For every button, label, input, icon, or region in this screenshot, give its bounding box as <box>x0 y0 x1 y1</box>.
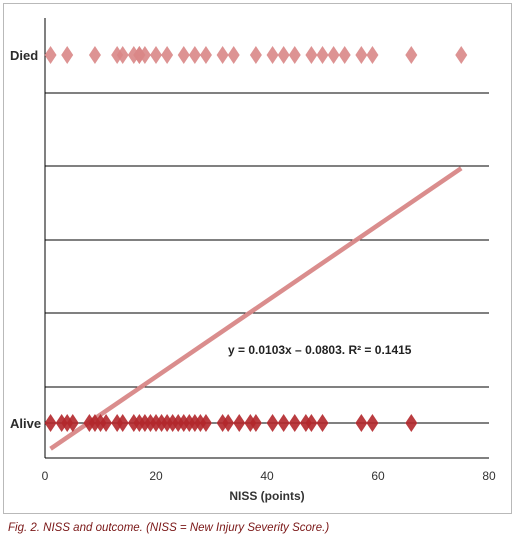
died-point <box>88 46 101 64</box>
alive-point <box>288 414 301 432</box>
figure-caption: Fig. 2. NISS and outcome. (NISS = New In… <box>8 522 330 534</box>
x-tick-label: 40 <box>260 469 274 483</box>
scatter-chart: Died Alive 0 20 40 60 80 NISS (points) y = 0.010… <box>10 18 496 503</box>
x-tick-label: 60 <box>371 469 385 483</box>
died-point <box>61 46 74 64</box>
alive-point <box>277 414 290 432</box>
died-point <box>455 46 468 64</box>
x-axis-title: NISS (points) <box>229 489 304 503</box>
died-point <box>199 46 212 64</box>
died-point <box>216 46 229 64</box>
alive-point <box>316 414 329 432</box>
died-point <box>316 46 329 64</box>
died-point <box>44 46 57 64</box>
plot-area: Died Alive 0 20 40 60 80 NISS (points) y = 0.010… <box>10 18 496 503</box>
alive-point <box>249 414 262 432</box>
died-point <box>150 46 162 64</box>
x-tick-label: 80 <box>482 469 496 483</box>
alive-point <box>116 414 129 432</box>
died-point <box>327 46 340 64</box>
alive-point <box>233 414 246 432</box>
trendline <box>49 166 463 451</box>
alive-point <box>305 414 318 432</box>
died-point <box>227 46 240 64</box>
died-point <box>116 46 129 64</box>
died-point <box>366 46 379 64</box>
died-point <box>277 46 290 64</box>
alive-point <box>66 414 79 432</box>
died-point <box>355 46 368 64</box>
died-point <box>405 46 418 64</box>
x-tick-label: 20 <box>149 469 163 483</box>
category-label-alive: Alive <box>10 416 41 431</box>
died-point <box>288 46 301 64</box>
alive-point <box>222 414 235 432</box>
died-point <box>177 46 190 64</box>
x-tick-label: 0 <box>42 469 49 483</box>
alive-point <box>405 414 418 432</box>
alive-point <box>266 414 279 432</box>
died-point <box>188 46 201 64</box>
alive-point <box>44 414 57 432</box>
died-point <box>138 46 151 64</box>
alive-point <box>199 414 212 432</box>
alive-point <box>355 414 368 432</box>
regression-equation: y = 0.0103x – 0.0803. R² = 0.1415 <box>228 343 412 357</box>
died-point <box>249 46 262 64</box>
category-label-died: Died <box>10 48 38 63</box>
died-point <box>266 46 279 64</box>
died-point <box>161 46 174 64</box>
alive-point <box>100 414 113 432</box>
alive-point <box>366 414 379 432</box>
died-point <box>338 46 351 64</box>
died-point <box>305 46 318 64</box>
